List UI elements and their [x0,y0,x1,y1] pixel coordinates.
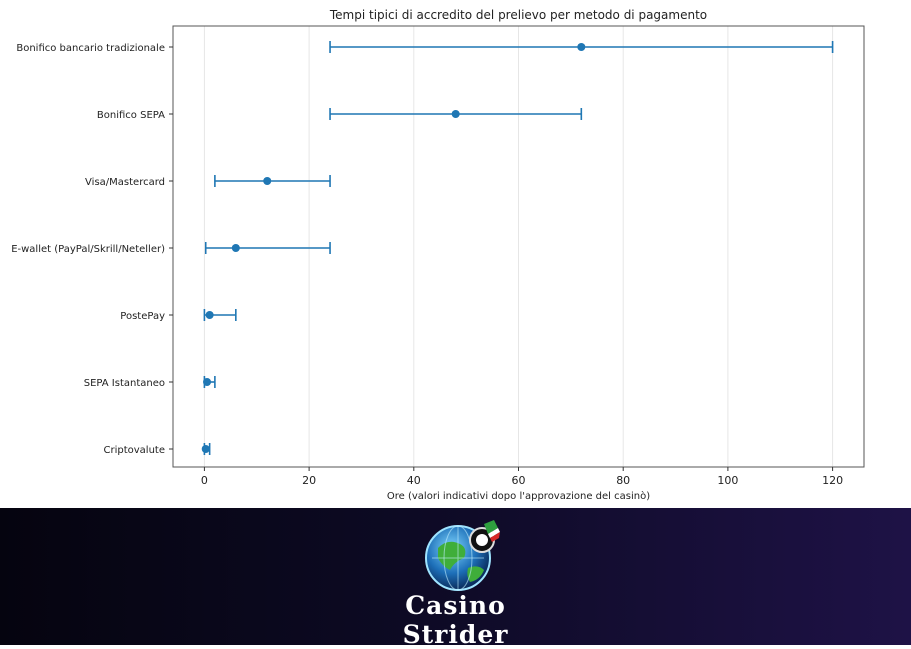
data-point [201,445,210,453]
y-tick-label: Bonifico bancario tradizionale [16,43,165,54]
brand-name-line1: Casino [405,591,506,620]
data-point [263,177,272,185]
chart-title: Tempi tipici di accredito del prelievo p… [329,8,707,22]
x-tick-label: 0 [201,474,208,487]
y-tick-label: Visa/Mastercard [85,177,165,188]
y-tick-label: Criptovalute [104,445,166,456]
x-tick-label: 120 [822,474,843,487]
y-tick-label: E-wallet (PayPal/Skrill/Neteller) [11,244,165,255]
x-tick-label: 100 [717,474,738,487]
data-point [205,311,214,319]
globe-chip-icon [424,518,500,594]
data-point [231,244,240,252]
brand-name-line2: Strider [402,620,509,649]
x-tick-label: 40 [407,474,421,487]
y-tick-label: PostePay [120,311,165,322]
data-point [203,378,212,386]
x-tick-label: 60 [512,474,526,487]
data-point [451,110,460,118]
y-tick-label: Bonifico SEPA [97,110,165,121]
y-tick-label: SEPA Istantaneo [84,378,165,389]
chart-area: 0 20 40 60 80 100 120 Bonifico bancario tradizi… [11,8,865,502]
data-point [577,43,586,51]
errorbar-chart: 0 20 40 60 80 100 120 Bonifico bancario tradizi… [11,8,865,502]
x-tick-label: 20 [302,474,316,487]
x-axis-label: Ore (valori indicativi dopo l'approvazio… [387,490,650,502]
x-tick-label: 80 [616,474,630,487]
brand-banner: Casino Strider [0,508,911,649]
